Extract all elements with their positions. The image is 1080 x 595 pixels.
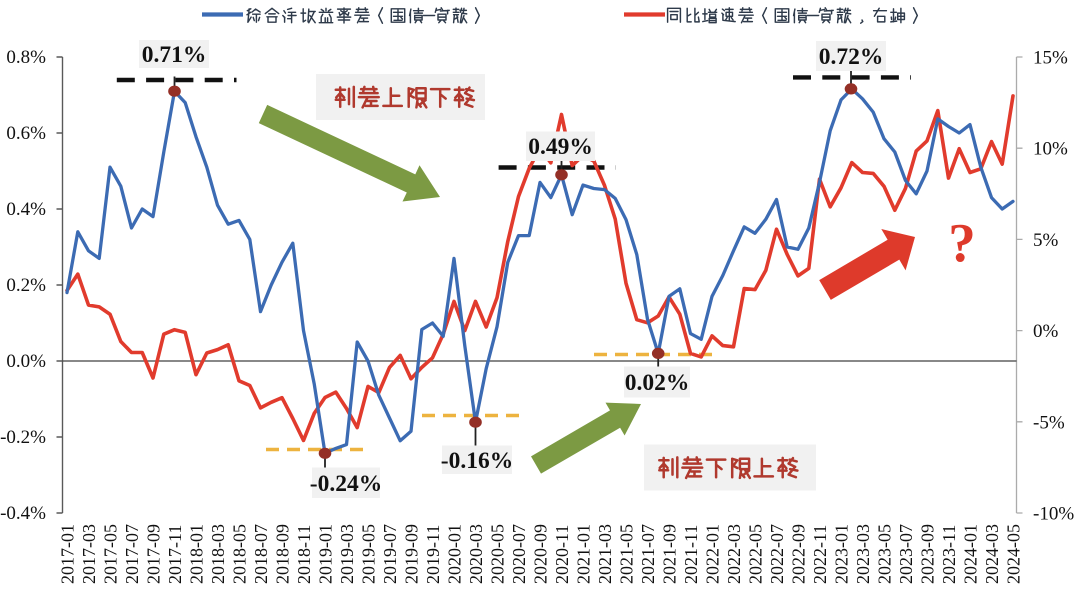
svg-text:2019-07: 2019-07: [380, 524, 400, 584]
svg-text:2023-11: 2023-11: [939, 525, 959, 584]
svg-text:2022-09: 2022-09: [789, 524, 809, 584]
svg-text:2019-01: 2019-01: [316, 524, 336, 584]
svg-text:2024-01: 2024-01: [961, 524, 981, 584]
svg-text:2024-05: 2024-05: [1004, 524, 1024, 584]
svg-text:2018-11: 2018-11: [294, 525, 314, 584]
svg-text:2022-05: 2022-05: [746, 524, 766, 584]
svg-text:2020-11: 2020-11: [552, 525, 572, 584]
svg-text:2017-07: 2017-07: [122, 524, 142, 584]
svg-text:2021-09: 2021-09: [660, 524, 680, 584]
svg-text:2020-03: 2020-03: [466, 524, 486, 584]
svg-text:5%: 5%: [1033, 230, 1059, 251]
svg-text:2017-03: 2017-03: [79, 524, 99, 584]
svg-text:15%: 15%: [1033, 48, 1068, 69]
svg-text:0.4%: 0.4%: [6, 199, 46, 220]
svg-text:2018-05: 2018-05: [230, 524, 250, 584]
svg-text:2018-03: 2018-03: [208, 524, 228, 584]
svg-text:2024-03: 2024-03: [982, 524, 1002, 584]
svg-text:0.2%: 0.2%: [6, 275, 46, 296]
svg-text:0.02%: 0.02%: [625, 370, 690, 396]
svg-text:2021-05: 2021-05: [617, 524, 637, 584]
svg-text:2023-05: 2023-05: [875, 524, 895, 584]
svg-text:2021-07: 2021-07: [638, 524, 658, 584]
svg-text:2019-11: 2019-11: [423, 525, 443, 584]
svg-text:10%: 10%: [1033, 139, 1068, 160]
svg-text:2019-03: 2019-03: [337, 524, 357, 584]
svg-text:2019-09: 2019-09: [402, 524, 422, 584]
svg-text:2020-05: 2020-05: [488, 524, 508, 584]
svg-text:0.8%: 0.8%: [6, 47, 46, 68]
svg-text:2019-05: 2019-05: [359, 524, 379, 584]
svg-text:-10%: -10%: [1033, 504, 1074, 525]
svg-text:-0.24%: -0.24%: [310, 471, 382, 497]
svg-text:2022-11: 2022-11: [810, 525, 830, 584]
svg-text:2023-07: 2023-07: [896, 524, 916, 584]
svg-text:2023-01: 2023-01: [832, 524, 852, 584]
svg-text:-0.2%: -0.2%: [0, 427, 46, 448]
svg-text:0.6%: 0.6%: [6, 123, 46, 144]
svg-text:2022-01: 2022-01: [703, 524, 723, 584]
svg-text:0.49%: 0.49%: [528, 134, 593, 160]
svg-text:2018-07: 2018-07: [251, 524, 271, 584]
svg-text:2020-01: 2020-01: [445, 524, 465, 584]
svg-text:2018-09: 2018-09: [273, 524, 293, 584]
svg-text:2017-01: 2017-01: [58, 524, 78, 584]
svg-text:2020-07: 2020-07: [509, 524, 529, 584]
svg-text:2022-03: 2022-03: [724, 524, 744, 584]
svg-text:2017-05: 2017-05: [101, 524, 121, 584]
svg-text:2021-11: 2021-11: [681, 525, 701, 584]
svg-text:-0.16%: -0.16%: [441, 448, 513, 474]
svg-text:2021-03: 2021-03: [595, 524, 615, 584]
svg-text:-5%: -5%: [1033, 412, 1065, 433]
svg-text:0%: 0%: [1033, 321, 1059, 342]
svg-text:0.72%: 0.72%: [819, 44, 884, 70]
svg-text:2023-09: 2023-09: [918, 524, 938, 584]
svg-text:2017-09: 2017-09: [144, 524, 164, 584]
svg-text:2022-07: 2022-07: [767, 524, 787, 584]
svg-text:0.71%: 0.71%: [142, 42, 207, 68]
svg-text:2020-09: 2020-09: [531, 524, 551, 584]
svg-text:-0.4%: -0.4%: [0, 503, 46, 524]
svg-text:2021-01: 2021-01: [574, 524, 594, 584]
svg-text:2017-11: 2017-11: [165, 525, 185, 584]
svg-text:2023-03: 2023-03: [853, 524, 873, 584]
svg-text:2018-01: 2018-01: [187, 524, 207, 584]
svg-text:?: ?: [948, 212, 976, 273]
svg-text:0.0%: 0.0%: [6, 351, 46, 372]
